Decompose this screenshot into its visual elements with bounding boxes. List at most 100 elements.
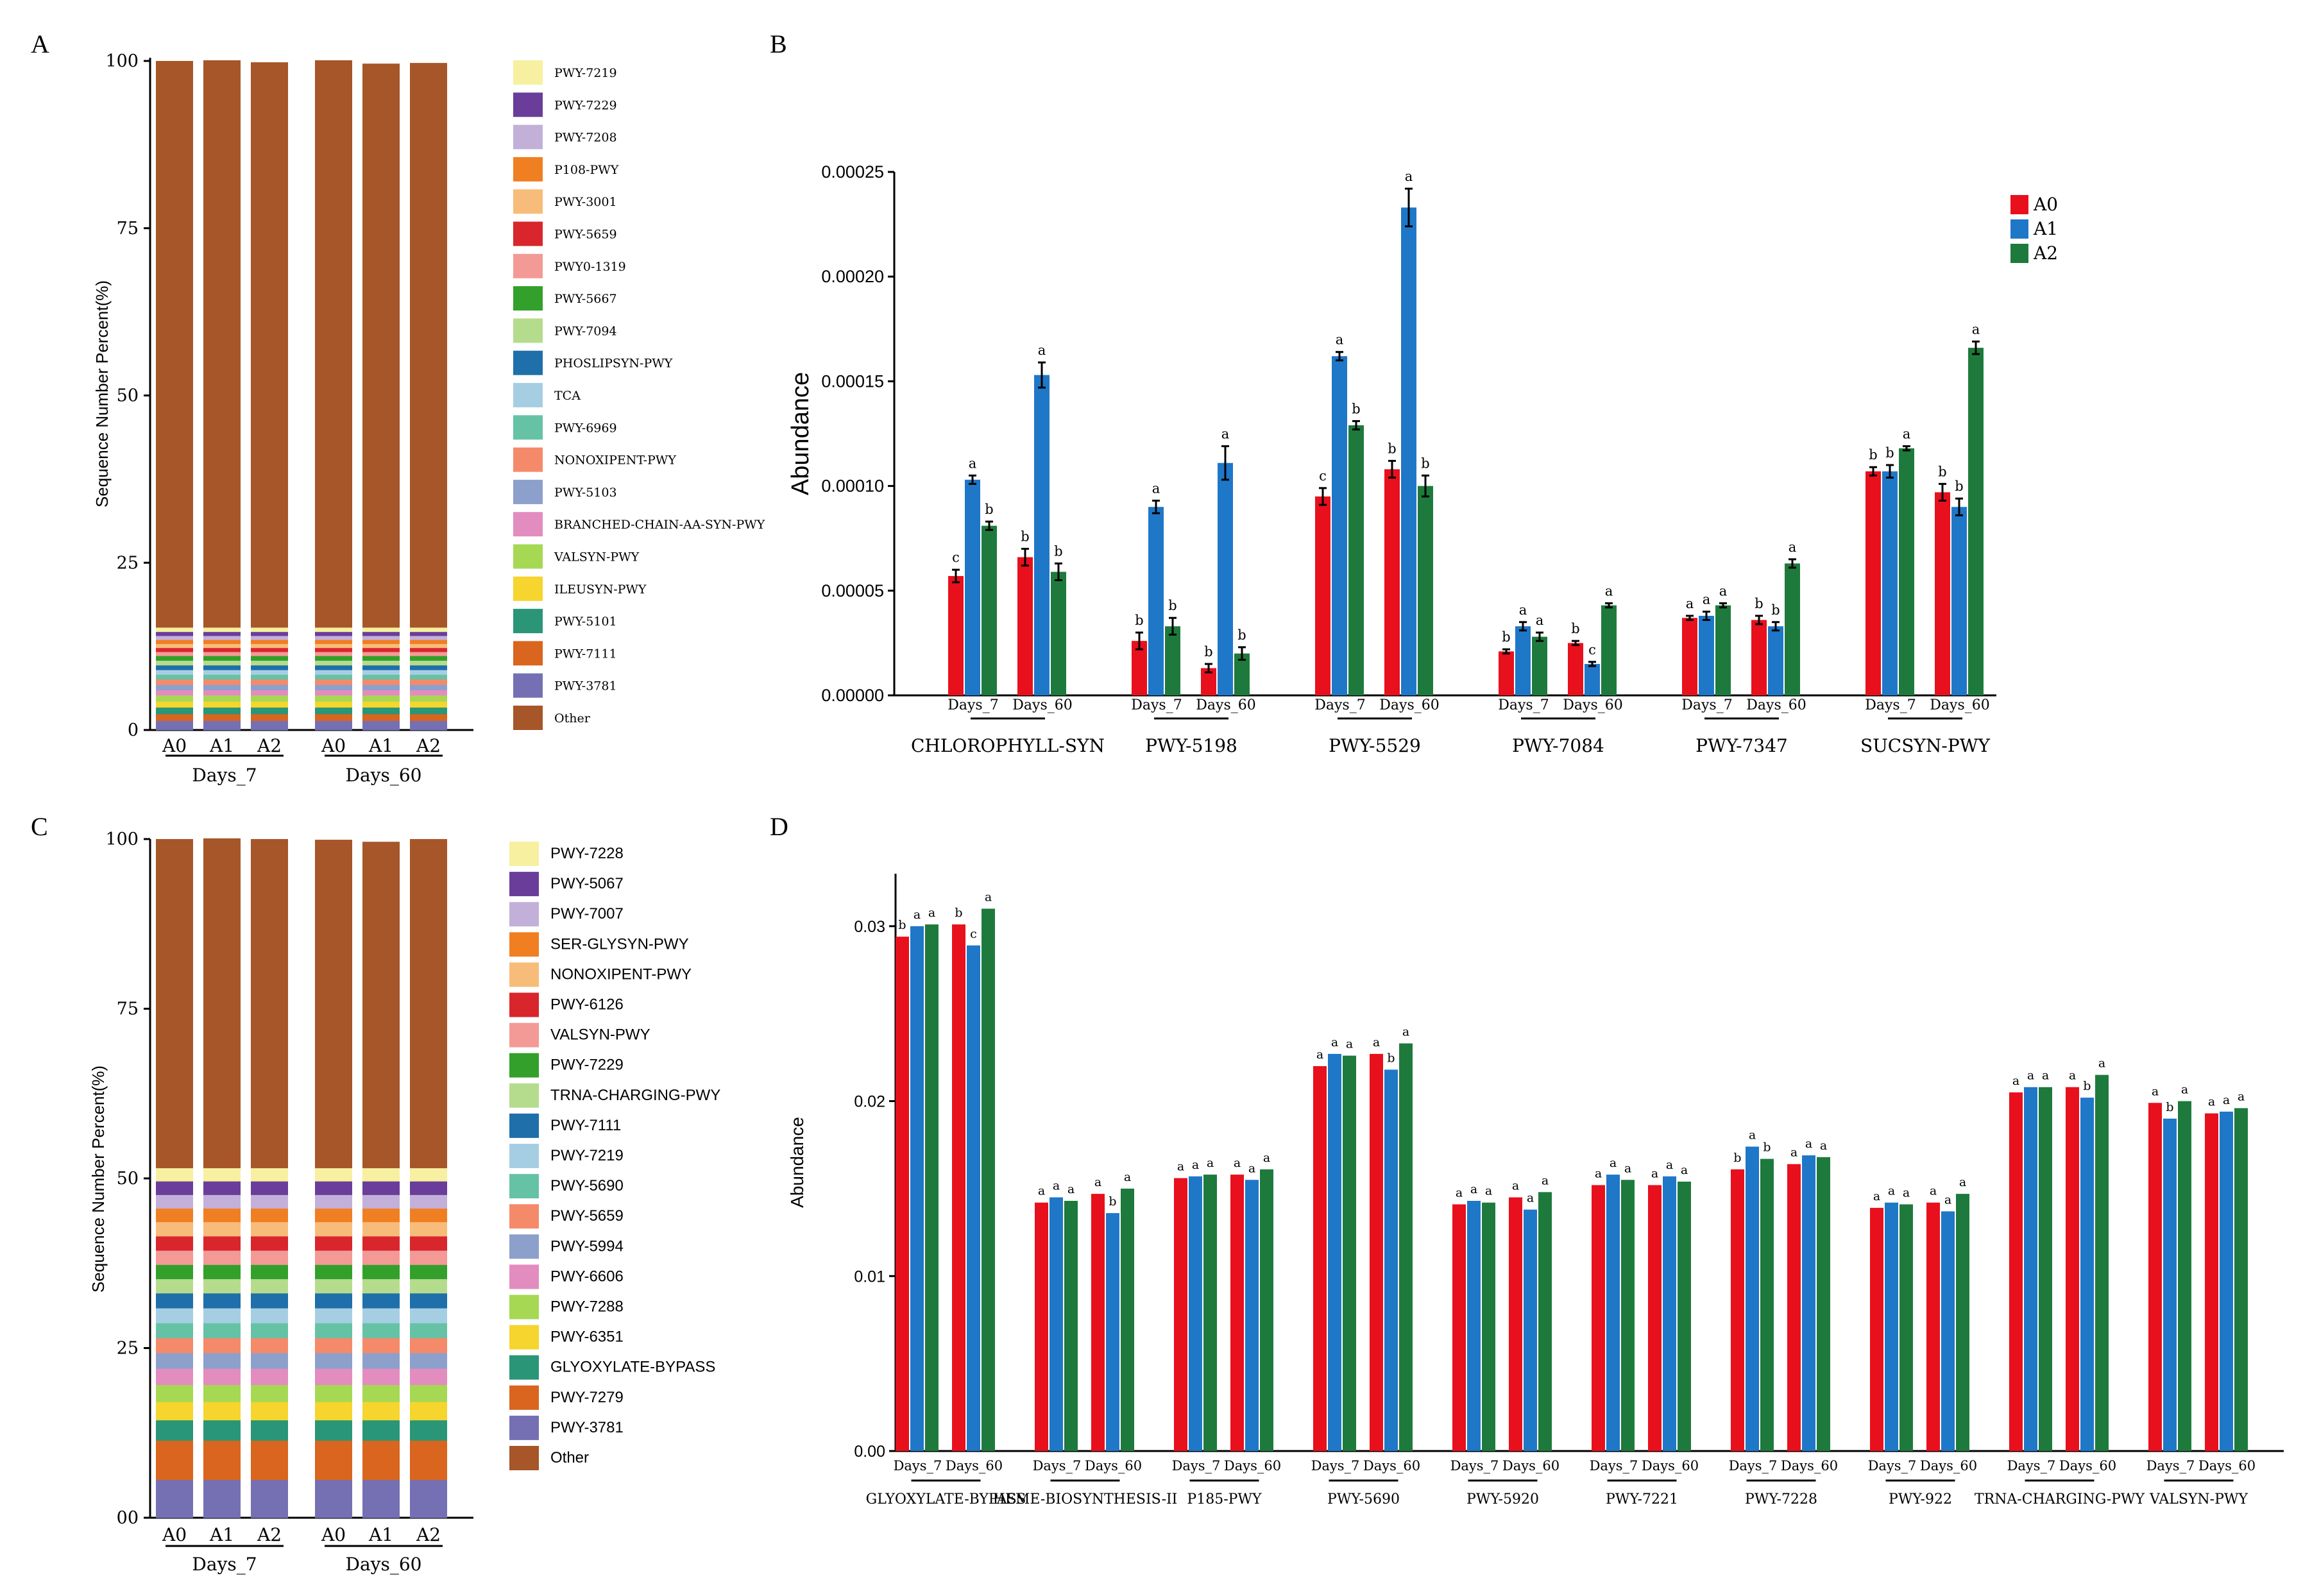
legend-swatch — [509, 1174, 539, 1199]
stack-segment-other — [315, 60, 352, 628]
stack-segment — [203, 1420, 241, 1441]
significance-letter: a — [1234, 1156, 1241, 1170]
x-tick-label: A0 — [162, 735, 187, 756]
panel-b-bar-chart: Abundance 0.00000 0.00005 0.00010 0.00015 0.… — [787, 162, 2058, 756]
stack-segment — [203, 1264, 241, 1280]
stack-segment — [203, 1250, 241, 1265]
legend-label: PWY0-1319 — [554, 260, 626, 274]
legend-label: BRANCHED-CHAIN-AA-SYN-PWY — [554, 518, 765, 532]
stack-segment — [203, 1368, 241, 1386]
y-tick-label: 0.00010 — [821, 477, 884, 496]
x-tick-label: A1 — [209, 1524, 234, 1545]
stack-segment — [315, 695, 352, 702]
legend-swatch — [509, 872, 539, 897]
bar — [1865, 471, 1881, 695]
stack-segment — [315, 643, 352, 649]
stack-segment — [203, 1402, 241, 1421]
legend-label: NONOXIPENT-PWY — [554, 454, 676, 468]
sub-tick-label: Days_60 — [1085, 1458, 1142, 1473]
bar — [1538, 1192, 1552, 1451]
significance-letter: a — [1152, 480, 1160, 496]
legend-swatch — [513, 286, 543, 311]
stack-segment — [362, 1368, 400, 1386]
legend-label: SER-GLYSYN-PWY — [550, 935, 689, 953]
stack-segment — [251, 647, 288, 652]
stack-segment — [251, 635, 288, 640]
legend-label: PWY-7288 — [550, 1298, 624, 1316]
sub-tick-label: Days_7 — [2007, 1458, 2056, 1473]
category-label: GLYOXYLATE-BYPASS — [866, 1491, 1026, 1507]
y-tick-label: 00 — [117, 1508, 139, 1528]
significance-letter: a — [2208, 1095, 2215, 1109]
stack-segment-other — [410, 839, 447, 1169]
significance-letter: a — [1651, 1166, 1658, 1180]
stack-segment — [410, 1352, 447, 1369]
stack-segment — [315, 1352, 352, 1369]
bar — [1760, 1159, 1774, 1451]
legend-swatch — [509, 1234, 539, 1259]
stack-segment — [315, 1323, 352, 1339]
stack-segment — [203, 1278, 241, 1294]
legend-label: NONOXIPENT-PWY — [550, 965, 692, 983]
x-tick-label: A0 — [321, 735, 346, 756]
x-tick-label: A1 — [368, 735, 393, 756]
significance-letter: a — [1790, 1146, 1797, 1160]
stack-segment — [203, 701, 241, 708]
sub-tick-label: Days_60 — [1920, 1458, 1977, 1473]
legend-swatch — [509, 1053, 539, 1078]
stack-segment — [410, 627, 447, 632]
bar — [1230, 1175, 1244, 1451]
stack-segment — [251, 670, 288, 675]
bar — [1050, 1197, 1063, 1451]
stack-segment — [251, 720, 288, 731]
legend-swatch — [509, 992, 539, 1017]
stack-segment — [203, 1181, 241, 1195]
stack-segment — [362, 1440, 400, 1481]
stack-segment — [315, 713, 352, 721]
stack-segment — [251, 627, 288, 632]
legend-label: TCA — [554, 389, 581, 403]
significance-letter: a — [1248, 1161, 1255, 1175]
bar — [2220, 1111, 2233, 1451]
panel-d-y-label: Abundance — [787, 1117, 807, 1208]
legend-swatch — [513, 189, 543, 214]
stack-segment — [156, 1308, 193, 1323]
stack-segment — [251, 631, 288, 636]
sub-tick-label: Days_60 — [1746, 697, 1806, 713]
significance-letter: a — [1094, 1175, 1101, 1189]
significance-letter: a — [2238, 1089, 2245, 1103]
bar — [1245, 1180, 1259, 1451]
legend-swatch — [513, 350, 543, 375]
y-tick-label: 0.00005 — [821, 581, 884, 600]
stack-segment — [203, 1337, 241, 1354]
stack-segment — [410, 674, 447, 680]
category-label: VALSYN-PWY — [2149, 1491, 2248, 1507]
stack-segment — [203, 679, 241, 685]
stack-segment — [251, 643, 288, 649]
bar — [2163, 1118, 2177, 1451]
significance-letter: a — [1038, 343, 1046, 358]
stack-segment — [315, 665, 352, 670]
stack-segment — [251, 1221, 288, 1237]
panel-a-group-label-days60: Days_60 — [346, 765, 422, 786]
significance-letter: a — [1527, 1191, 1534, 1205]
stack-segment — [203, 1384, 241, 1402]
legend-label: PWY-7094 — [554, 324, 617, 338]
panel-a-y-label: Sequence Number Percent(%) — [92, 280, 112, 507]
stack-segment — [315, 1250, 352, 1265]
stack-segment — [410, 1278, 447, 1294]
bar — [896, 937, 909, 1451]
bar — [1731, 1169, 1744, 1451]
stack-segment — [410, 713, 447, 721]
bar — [2234, 1108, 2248, 1451]
stack-segment — [251, 701, 288, 708]
significance-letter: b — [1352, 401, 1360, 416]
stack-segment — [410, 1337, 447, 1354]
legend-label: PWY-6606 — [550, 1268, 624, 1285]
stack-segment — [410, 679, 447, 685]
bar — [1034, 375, 1050, 695]
stack-segment — [315, 1264, 352, 1280]
significance-letter: b — [898, 918, 906, 932]
legend-label: PWY-5659 — [550, 1207, 624, 1225]
